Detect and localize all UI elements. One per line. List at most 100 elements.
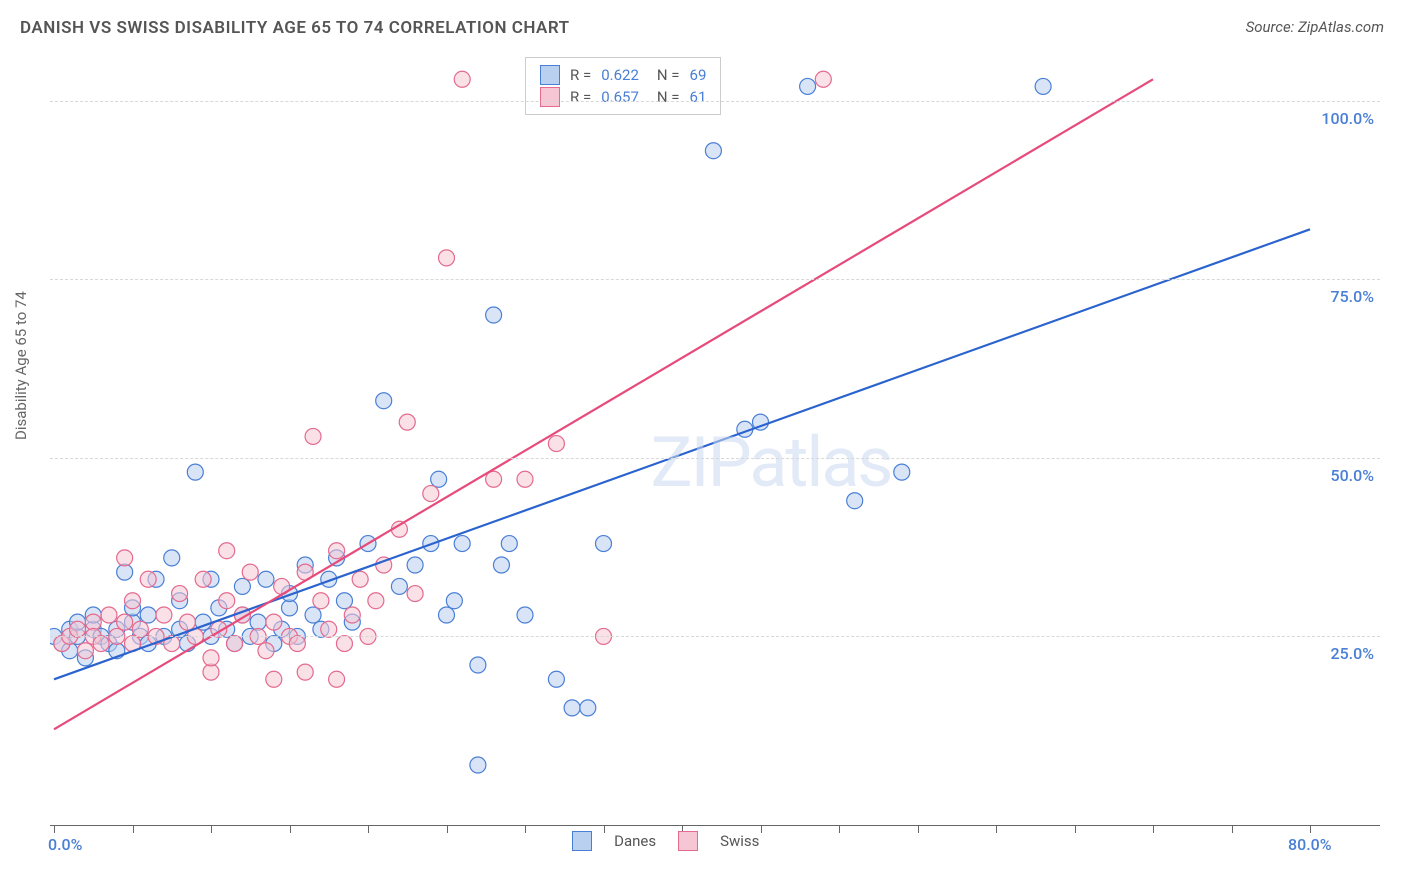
- data-point: [140, 571, 156, 587]
- data-point: [242, 564, 258, 580]
- data-point: [439, 250, 455, 266]
- data-point: [101, 607, 117, 623]
- data-point: [117, 564, 133, 580]
- series-legend: DanesSwiss: [572, 831, 759, 851]
- y-tick-label: 50.0%: [1330, 466, 1374, 485]
- data-point: [258, 571, 274, 587]
- data-point: [407, 586, 423, 602]
- data-point: [258, 643, 274, 659]
- data-point: [344, 607, 360, 623]
- data-point: [187, 464, 203, 480]
- data-point: [234, 578, 250, 594]
- gridline: [50, 101, 1380, 102]
- data-point: [77, 643, 93, 659]
- data-point: [282, 600, 298, 616]
- data-point: [800, 78, 816, 94]
- x-tick: [1075, 825, 1076, 833]
- data-point: [470, 657, 486, 673]
- data-point: [321, 621, 337, 637]
- data-point: [219, 543, 235, 559]
- data-point: [446, 593, 462, 609]
- x-tick: [290, 825, 291, 833]
- data-point: [548, 436, 564, 452]
- data-point: [399, 414, 415, 430]
- data-point: [93, 636, 109, 652]
- data-point: [352, 571, 368, 587]
- data-point: [329, 543, 345, 559]
- legend-swatch: [540, 87, 560, 107]
- data-point: [195, 571, 211, 587]
- trend-line: [54, 229, 1310, 679]
- data-point: [847, 493, 863, 509]
- r-value: 0.657: [601, 86, 639, 108]
- legend-label: Swiss: [720, 832, 759, 850]
- data-point: [172, 586, 188, 602]
- x-tick: [996, 825, 997, 833]
- gridline: [50, 458, 1380, 459]
- y-axis-label: Disability Age 65 to 74: [12, 291, 30, 440]
- x-axis-max-label: 80.0%: [1288, 835, 1332, 854]
- data-point: [132, 621, 148, 637]
- stats-legend: R =0.622 N = 69R =0.657 N = 61: [525, 57, 721, 115]
- data-point: [501, 536, 517, 552]
- r-label: R =: [570, 86, 591, 108]
- stats-legend-row: R =0.622 N = 69: [540, 64, 706, 86]
- legend-swatch: [540, 65, 560, 85]
- y-tick-label: 25.0%: [1330, 644, 1374, 663]
- data-point: [227, 636, 243, 652]
- data-point: [336, 593, 352, 609]
- data-point: [431, 471, 447, 487]
- data-point: [493, 557, 509, 573]
- legend-swatch: [572, 831, 592, 851]
- data-point: [156, 607, 172, 623]
- data-point: [423, 486, 439, 502]
- x-tick: [447, 825, 448, 833]
- data-point: [250, 614, 266, 630]
- data-point: [454, 536, 470, 552]
- data-point: [329, 671, 345, 687]
- data-point: [266, 671, 282, 687]
- source-label: Source: ZipAtlas.com: [1246, 18, 1384, 36]
- data-point: [305, 607, 321, 623]
- data-point: [313, 593, 329, 609]
- x-tick: [211, 825, 212, 833]
- n-value: 61: [690, 86, 707, 108]
- data-point: [1035, 78, 1051, 94]
- data-point: [815, 71, 831, 87]
- data-point: [219, 593, 235, 609]
- data-point: [376, 393, 392, 409]
- x-tick: [839, 825, 840, 833]
- data-point: [179, 614, 195, 630]
- data-point: [454, 71, 470, 87]
- y-tick-label: 100.0%: [1321, 109, 1374, 128]
- data-point: [517, 471, 533, 487]
- x-tick: [368, 825, 369, 833]
- data-point: [305, 428, 321, 444]
- n-label: N =: [657, 86, 680, 108]
- data-point: [140, 607, 156, 623]
- data-point: [391, 578, 407, 594]
- chart-title: DANISH VS SWISS DISABILITY AGE 65 TO 74 …: [20, 18, 570, 38]
- x-axis-min-label: 0.0%: [48, 835, 82, 854]
- data-point: [894, 464, 910, 480]
- data-point: [164, 550, 180, 566]
- x-tick: [525, 825, 526, 833]
- data-point: [564, 700, 580, 716]
- x-tick: [918, 825, 919, 833]
- r-value: 0.622: [601, 64, 639, 86]
- x-tick: [54, 825, 55, 833]
- data-point: [117, 550, 133, 566]
- r-label: R =: [570, 64, 591, 86]
- data-point: [548, 671, 564, 687]
- data-point: [439, 607, 455, 623]
- data-point: [70, 621, 86, 637]
- data-point: [336, 636, 352, 652]
- data-point: [85, 614, 101, 630]
- gridline: [50, 279, 1380, 280]
- n-label: N =: [657, 64, 680, 86]
- chart-svg: [50, 55, 1380, 825]
- x-tick: [1310, 825, 1311, 833]
- data-point: [517, 607, 533, 623]
- plot-area: ZIPatlas R =0.622 N = 69R =0.657 N = 61 …: [50, 55, 1380, 826]
- data-point: [125, 593, 141, 609]
